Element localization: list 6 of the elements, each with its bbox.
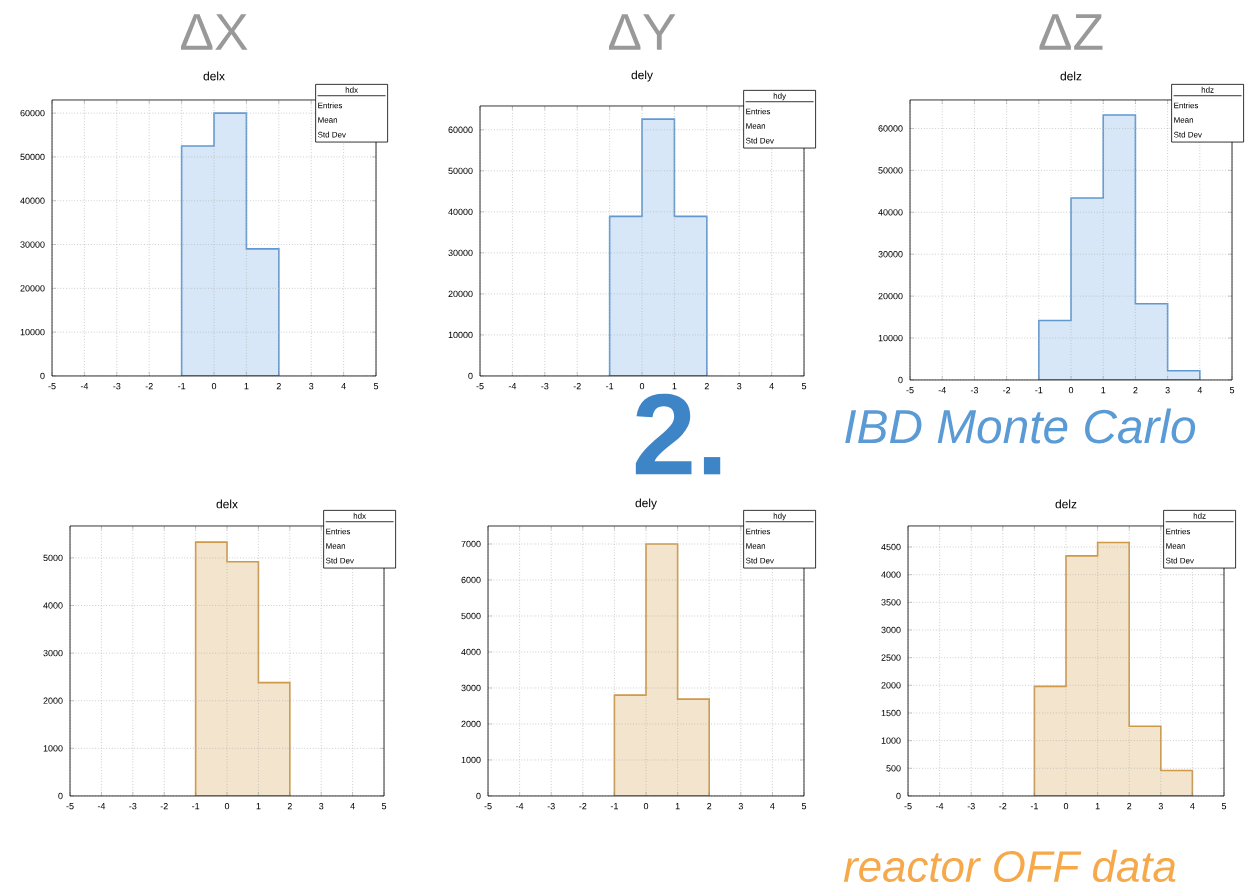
text: IBD Monte Carlo bbox=[845, 408, 1196, 444]
chart-title: ΔZ bbox=[1039, 14, 1103, 50]
text: reactor OFF data bbox=[843, 849, 1176, 883]
chart-title: ΔY bbox=[608, 14, 676, 50]
text: 2. bbox=[635, 393, 721, 475]
chart-title: ΔX bbox=[180, 14, 248, 50]
